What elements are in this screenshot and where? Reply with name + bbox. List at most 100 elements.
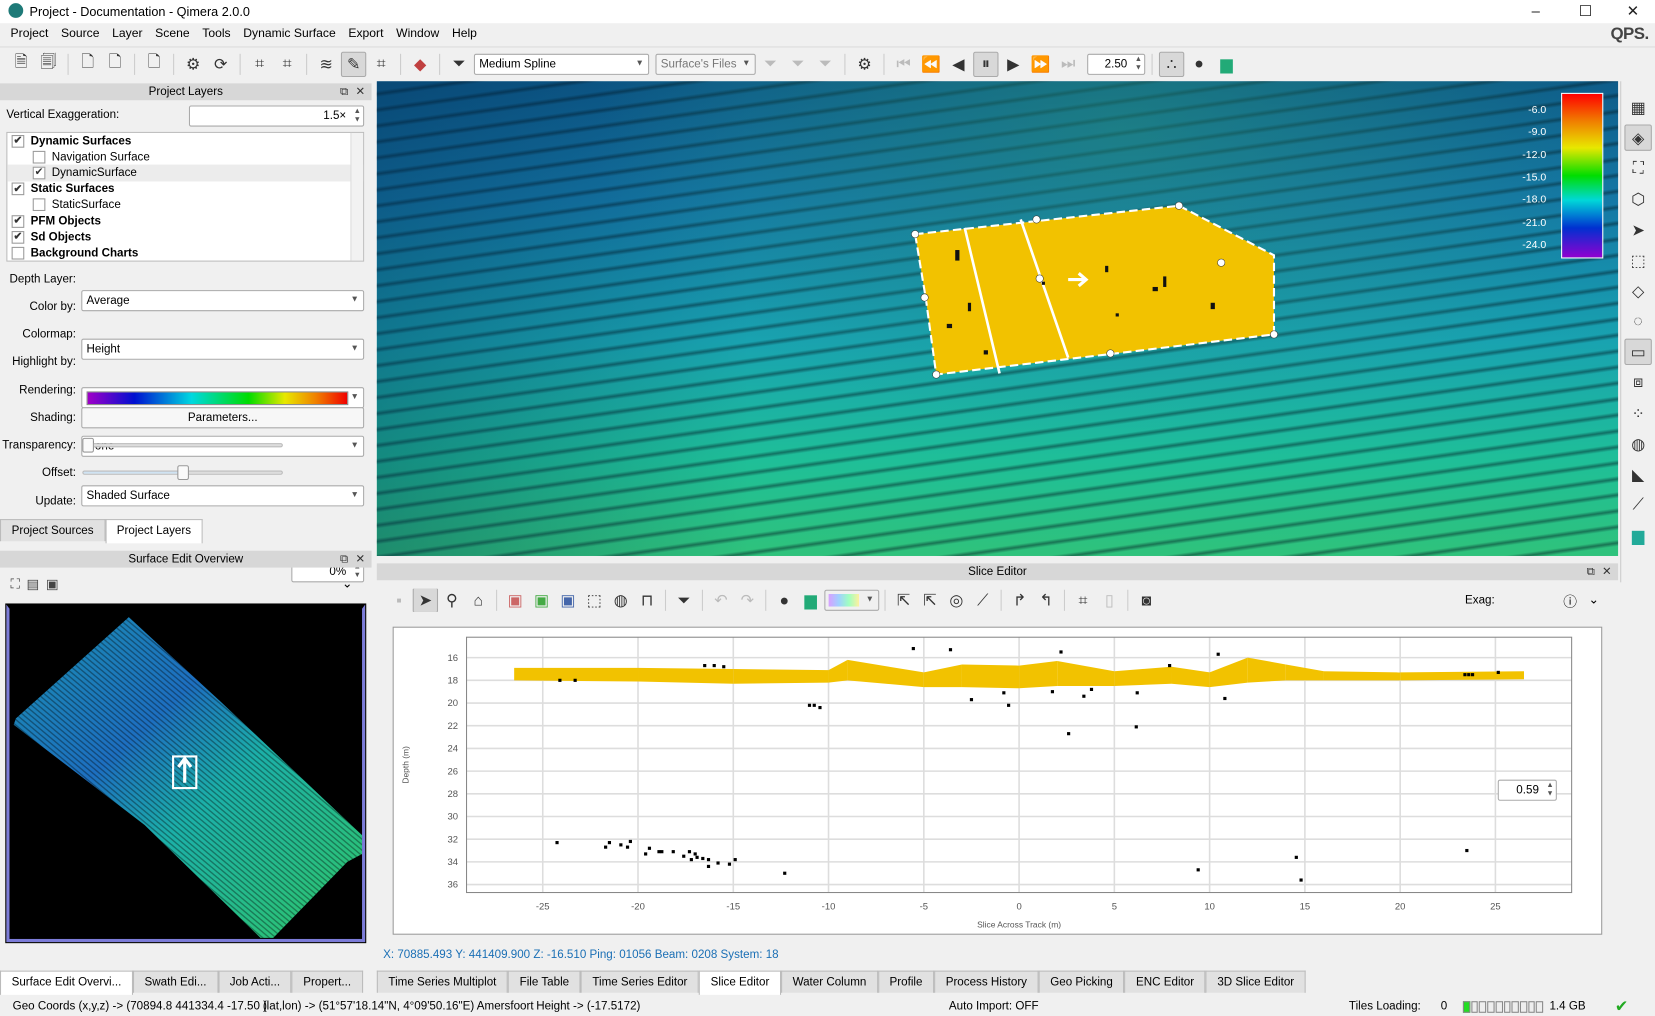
rejected-sounding[interactable] xyxy=(1002,691,1006,695)
accepted-soundings-segment[interactable] xyxy=(733,668,829,684)
profile-icon[interactable]: ◣ xyxy=(1632,465,1645,484)
rejected-sounding[interactable] xyxy=(1059,650,1063,654)
rejected-sounding[interactable] xyxy=(693,852,697,856)
menu-project[interactable]: Project xyxy=(10,27,49,41)
redo-icon[interactable]: ↷ xyxy=(740,591,754,610)
rejected-sounding[interactable] xyxy=(1467,673,1471,677)
vertical-exaggeration-input[interactable]: 1.5× ▲ ▼ xyxy=(188,105,365,127)
layer-tree-item[interactable]: ✔ Dynamic Surfaces xyxy=(7,133,363,149)
tree-scrollbar[interactable] xyxy=(350,132,364,261)
colormap-select[interactable]: ▼ xyxy=(81,387,365,409)
layer-tree-item[interactable]: ✔ PFM Objects xyxy=(7,213,363,229)
filter-region-icon[interactable]: ⏷ xyxy=(791,54,805,73)
tab-3d-slice-editor[interactable]: 3D Slice Editor xyxy=(1205,970,1306,993)
edit-dynamic-surface-icon[interactable]: ✎ xyxy=(340,51,367,77)
slice-direction-arrow-icon[interactable] xyxy=(1068,272,1089,288)
layer-tree-item[interactable]: StaticSurface xyxy=(7,197,363,213)
split-view-icon[interactable]: ▯ xyxy=(1104,591,1114,610)
tile-view-icon[interactable]: ▣ xyxy=(45,576,59,592)
color-scheme-icon[interactable]: ▆ xyxy=(1220,55,1233,74)
filter-icon[interactable]: ⏷ xyxy=(452,54,466,73)
tab-geo-picking[interactable]: Geo Picking xyxy=(1038,970,1125,993)
layer-tree-item[interactable]: ✔ DynamicSurface xyxy=(7,164,364,181)
process-settings-icon[interactable]: ⚙ xyxy=(186,55,201,74)
close-icon[interactable]: ✕ xyxy=(355,552,366,566)
rejected-sounding[interactable] xyxy=(647,846,652,850)
rejected-sounding[interactable] xyxy=(607,841,612,845)
menu-help[interactable]: Help xyxy=(451,27,477,41)
playback-speed-input[interactable]: 2.50 ▲ ▼ xyxy=(1087,53,1146,75)
close-button[interactable]: ✕ xyxy=(1626,2,1640,19)
add-surface-icon[interactable]: 🗋 xyxy=(147,52,161,71)
menu-dynamic-surface[interactable]: Dynamic Surface xyxy=(243,27,336,41)
zoom-extents-icon[interactable]: ⛶ xyxy=(10,576,21,592)
brush-select-icon[interactable]: ◍ xyxy=(613,591,628,610)
rejected-sounding[interactable] xyxy=(703,664,707,668)
add-raw-sonar-icon[interactable]: 🗋 xyxy=(81,52,94,71)
zoom-icon[interactable]: ⚲ xyxy=(445,591,458,610)
interpolation-select[interactable]: Medium Spline ▼ xyxy=(473,53,650,75)
rejected-sounding[interactable] xyxy=(701,856,705,861)
new-project-icon[interactable]: 🗎 xyxy=(14,52,28,71)
rejected-sounding[interactable] xyxy=(807,703,812,707)
rejected-sounding[interactable] xyxy=(783,871,787,875)
rejected-sounding[interactable] xyxy=(712,664,716,668)
rejected-sounding[interactable] xyxy=(969,698,974,702)
layer-tree-item[interactable]: Navigation Surface xyxy=(7,149,363,165)
pick-point-icon[interactable]: ⇱ xyxy=(896,591,911,610)
rejected-sounding[interactable] xyxy=(619,843,623,847)
slice-select-icon[interactable]: ▭ xyxy=(1624,338,1652,366)
spin-arrows-icon[interactable]: ▲▼ xyxy=(1546,781,1554,798)
accepted-soundings-segment[interactable] xyxy=(847,659,924,688)
checkbox-checked[interactable]: ✔ xyxy=(11,182,25,196)
play-icon[interactable]: ▶ xyxy=(1007,55,1020,74)
layer-tree-item[interactable]: ✔ Static Surfaces xyxy=(7,181,363,197)
lock-icon[interactable]: ⊓ xyxy=(640,591,654,610)
checkbox-checked[interactable]: ✔ xyxy=(11,214,25,228)
rejected-sounding[interactable] xyxy=(1299,878,1303,882)
accept-icon[interactable]: ▣ xyxy=(533,591,549,610)
points-icon[interactable]: ⁘ xyxy=(1631,404,1645,423)
rejected-sounding[interactable] xyxy=(911,646,915,651)
rejected-sounding[interactable] xyxy=(1294,855,1298,859)
query-icon[interactable]: ◎ xyxy=(949,591,964,610)
selection-settings-icon[interactable]: ⚙ xyxy=(857,55,872,74)
edit-area-handles[interactable] xyxy=(911,201,1278,379)
step-back-icon[interactable]: ◀ xyxy=(952,55,965,74)
point-colormap-select[interactable]: ▼ xyxy=(824,589,880,611)
pick-beam-icon[interactable]: ⇱ xyxy=(923,591,937,610)
skip-start-icon[interactable]: ⏮ xyxy=(896,54,911,73)
3d-scene-view[interactable]: -6.0 -9.0 -12.0 -15.0 -18.0 -21.0 -24.0 xyxy=(376,81,1619,556)
spin-arrows-icon[interactable]: ▲▼ xyxy=(1134,55,1143,72)
accepted-soundings-segment[interactable] xyxy=(1114,666,1172,687)
menu-export[interactable]: Export xyxy=(348,27,384,41)
transparency-slider-handle[interactable] xyxy=(82,437,94,453)
tab-project-layers[interactable]: Project Layers xyxy=(105,519,203,544)
accepted-soundings-segment[interactable] xyxy=(1171,666,1210,688)
tab-profile[interactable]: Profile xyxy=(877,970,935,993)
lasso-select-icon[interactable]: ◌ xyxy=(1633,312,1643,331)
menu-source[interactable]: Source xyxy=(61,27,100,41)
rejected-sounding[interactable] xyxy=(625,845,630,849)
rect-select-icon[interactable]: ⬚ xyxy=(586,591,602,610)
rejected-sounding[interactable] xyxy=(644,852,648,856)
tab-project-sources[interactable]: Project Sources xyxy=(0,519,106,542)
rejected-sounding[interactable] xyxy=(1168,664,1172,668)
rejected-sounding[interactable] xyxy=(555,841,559,845)
rejected-sounding[interactable] xyxy=(682,854,686,858)
rejected-sounding[interactable] xyxy=(1082,694,1086,698)
filter-apply-icon[interactable]: ⏷ xyxy=(764,54,777,73)
accepted-soundings-segment[interactable] xyxy=(1247,657,1286,683)
designate-icon[interactable]: ▣ xyxy=(560,591,576,610)
reject-icon[interactable]: ▣ xyxy=(507,591,523,610)
tab-water-column[interactable]: Water Column xyxy=(780,970,878,993)
shading-parameters-button[interactable]: Parameters... xyxy=(81,407,365,429)
accepted-soundings-segment[interactable] xyxy=(961,664,1020,689)
selected-edit-area[interactable] xyxy=(913,204,1276,376)
sonar-ping-icon[interactable]: ≋ xyxy=(319,55,333,74)
rejected-sounding[interactable] xyxy=(1067,732,1071,736)
tab-left-1[interactable]: Swath Edi... xyxy=(132,970,219,993)
filter-icon[interactable]: ⏷ xyxy=(677,591,691,610)
checkbox-checked[interactable]: ✔ xyxy=(11,230,25,244)
rejected-sounding[interactable] xyxy=(1135,691,1139,695)
